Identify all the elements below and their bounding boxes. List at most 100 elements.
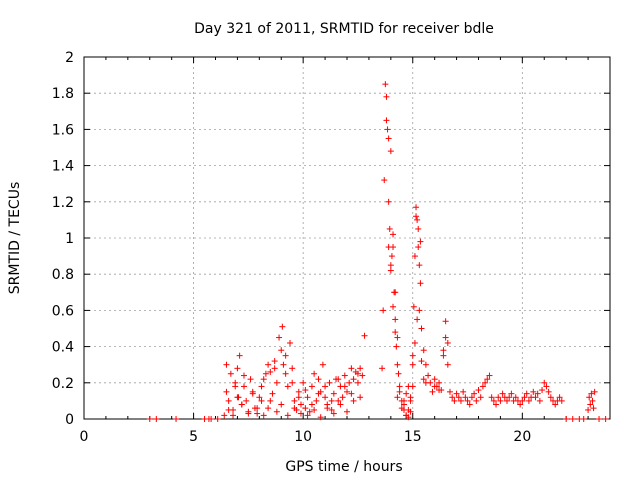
data-point [308,383,315,390]
data-point [403,412,410,419]
data-point [425,372,432,379]
data-point [580,416,587,422]
data-point [499,390,506,397]
data-point [508,390,515,397]
data-point [440,347,447,354]
data-point [392,289,399,296]
data-point [254,410,261,417]
y-tick-label: 0.8 [52,267,74,283]
x-tick-label: 20 [513,429,531,445]
data-point [278,401,285,408]
data-point [221,412,228,419]
data-point [280,361,287,368]
data-point [512,394,519,401]
data-point [278,347,285,354]
data-point [388,253,395,260]
data-point [422,361,429,368]
data-point [348,365,355,372]
data-point [271,358,278,365]
x-tick-label: 0 [80,429,89,445]
tick-labels: 0 5 10 15 20 0 0.2 0.4 0.6 0.8 1 1.2 1.4 1.6 1.8 2 [52,50,532,445]
data-point [258,383,265,390]
data-point [357,365,364,372]
data-point [444,361,451,368]
y-tick-label: 1.8 [52,86,74,102]
data-point [449,394,456,401]
data-point [262,370,269,377]
data-point [413,213,420,220]
data-point [240,372,247,379]
data-point [490,397,497,404]
data-point [328,397,335,404]
y-tick-label: 2 [65,50,74,66]
data-point [341,383,348,390]
data-point [382,81,389,88]
data-point [311,370,318,377]
data-point [431,376,438,383]
data-point [418,325,425,332]
data-point [429,388,436,395]
data-point [519,397,526,404]
data-point [486,372,493,379]
data-point [267,368,274,375]
data-point [416,307,423,314]
data-point [225,397,232,404]
data-point [586,394,593,401]
data-point [282,352,289,359]
data-point [442,318,449,325]
data-point [588,390,595,397]
data-point [344,408,350,415]
data-point [308,401,315,408]
data-point [525,397,532,404]
data-point [384,126,391,133]
data-point [289,379,296,386]
grid [84,57,610,419]
data-point [344,388,350,395]
data-point [393,343,400,350]
data-point [569,416,576,422]
data-point [390,303,397,310]
y-tick-label: 1 [65,231,74,247]
data-point [541,379,548,386]
data-point [232,383,239,390]
data-point [330,390,337,397]
data-point [311,406,318,413]
y-tick-label: 0.6 [52,303,74,319]
data-point [396,388,403,395]
data-point [383,117,390,124]
data-point [173,416,180,422]
data-point [234,365,241,372]
data-point [223,361,230,368]
data-point [267,397,274,404]
data-point [396,383,403,390]
data-point [536,397,543,404]
data-point [414,316,421,323]
data-point [488,394,495,401]
data-point [602,416,609,422]
y-tick-label: 0.2 [52,376,74,392]
data-point [287,339,294,346]
data-point [297,410,304,417]
data-point [284,383,291,390]
data-point [279,323,286,330]
data-point [477,394,484,401]
data-point [273,408,280,415]
data-point [335,397,342,404]
data-point [433,383,440,390]
data-point [304,412,311,419]
data-point [523,390,530,397]
data-point [521,394,528,401]
data-point [306,408,313,415]
data-point [415,244,422,251]
data-point [249,390,256,397]
data-point [387,262,394,269]
data-point [413,204,420,211]
data-point [417,280,424,287]
data-point [387,148,394,155]
data-point [545,388,552,395]
data-point [405,406,412,413]
data-point [585,406,592,413]
data-point [484,376,491,383]
data-point [400,397,407,404]
data-point [387,267,394,274]
